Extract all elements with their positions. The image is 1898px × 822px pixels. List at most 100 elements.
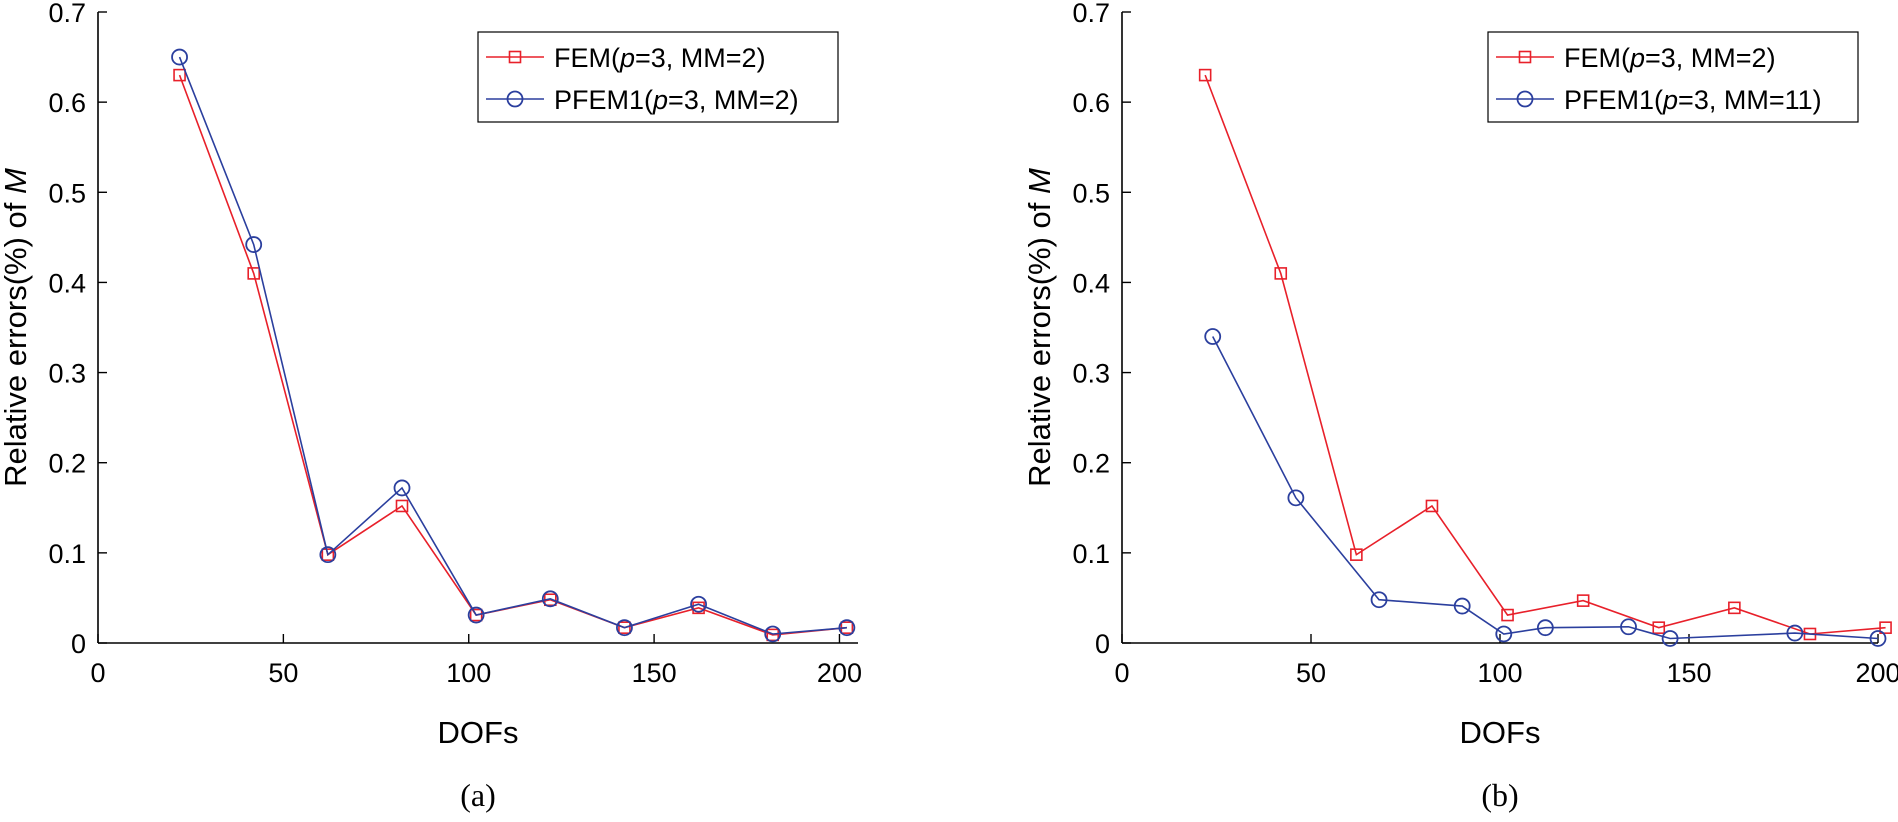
data-point-pfem1 <box>1536 619 1554 637</box>
y-tick-label: 0 <box>1095 629 1110 659</box>
x-axis-label: DOFs <box>438 715 519 750</box>
data-point-pfem1 <box>1495 625 1513 643</box>
y-tick-label: 0.3 <box>1072 359 1110 389</box>
y-tick-label: 0.1 <box>48 539 86 569</box>
chart-panel-a: 0 50 100 150 200 0 0.1 0.2 0.3 0.4 0.5 0.6 0.7 DOFs Re… <box>0 0 862 813</box>
data-point-pfem1 <box>393 479 411 497</box>
x-tick-label: 50 <box>1296 658 1326 688</box>
y-axis-label: Relative errors(%) of M <box>1022 168 1057 487</box>
legend-marker-pfem1 <box>506 90 524 108</box>
series-line-pfem1 <box>178 56 847 635</box>
data-point-fem <box>692 601 705 615</box>
y-axis-label-variable: M <box>1022 168 1057 194</box>
y-axis-label-text: Relative errors(%) of <box>0 194 33 487</box>
data-point-pfem1 <box>764 625 782 643</box>
x-tick-label: 200 <box>817 658 862 688</box>
y-tick-label: 0.7 <box>48 0 86 28</box>
x-tick-label: 150 <box>1666 658 1711 688</box>
legend-box <box>477 31 839 123</box>
legend: FEM(p=3, MM=2)PFEM1(p=3, MM=2) <box>477 31 839 123</box>
figure-caption: (b) <box>1481 777 1518 813</box>
legend-box <box>1487 31 1859 123</box>
y-tick-label: 0.6 <box>48 88 86 118</box>
legend-label-suffix: =3, MM=2) <box>668 85 799 115</box>
legend-label-variable: p <box>1662 85 1678 115</box>
data-point-pfem1 <box>838 619 856 637</box>
series-fem <box>1198 68 1892 641</box>
legend-label-fem: FEM(p=3, MM=2) <box>1564 43 1776 73</box>
legend-marker-fem <box>508 50 522 64</box>
legend-label-suffix: =3, MM=2) <box>1645 43 1776 73</box>
data-point-pfem1 <box>1204 328 1222 345</box>
data-point-fem <box>1728 601 1741 615</box>
legend-label-prefix: PFEM1( <box>554 85 653 115</box>
legend: FEM(p=3, MM=2)PFEM1(p=3, MM=11) <box>1487 31 1859 123</box>
series-line-pfem1 <box>1212 336 1879 640</box>
legend-label-fem: FEM(p=3, MM=2) <box>554 43 766 73</box>
y-tick-label: 0.1 <box>1072 539 1110 569</box>
data-point-pfem1 <box>1453 597 1471 615</box>
data-point-fem <box>1576 594 1590 607</box>
data-point-fem <box>321 548 335 561</box>
data-point-pfem1 <box>319 546 337 564</box>
y-tick-label: 0.4 <box>1072 268 1110 298</box>
x-tick-label: 100 <box>446 658 491 688</box>
x-axis-label: DOFs <box>1460 715 1541 750</box>
legend-label-prefix: PFEM1( <box>1564 85 1663 115</box>
series-line-fem <box>1204 74 1886 635</box>
legend-label-prefix: FEM( <box>554 43 620 73</box>
data-point-pfem1 <box>1370 591 1388 609</box>
figure-caption: (a) <box>460 777 496 813</box>
legend-label-suffix: =3, MM=11) <box>1678 85 1822 115</box>
legend-label-variable: p <box>619 43 635 73</box>
data-point-pfem1 <box>467 606 485 624</box>
y-tick-label: 0.4 <box>48 268 86 298</box>
x-tick-label: 100 <box>1477 658 1522 688</box>
data-point-fem <box>618 621 631 634</box>
y-tick-label: 0.6 <box>1072 88 1110 118</box>
data-point-fem <box>1198 68 1212 82</box>
legend-marker-pfem1 <box>1516 90 1534 108</box>
legend-marker-fem <box>1518 50 1532 64</box>
x-tick-label: 0 <box>1114 658 1129 688</box>
data-point-pfem1 <box>616 619 633 637</box>
data-point-fem <box>1879 621 1892 634</box>
legend-label-pfem1: PFEM1(p=3, MM=2) <box>554 85 799 115</box>
legend-label-variable: p <box>1629 43 1645 73</box>
data-point-fem <box>1274 267 1288 280</box>
data-point-fem <box>1350 548 1363 561</box>
y-tick-label: 0 <box>71 629 86 659</box>
data-point-fem <box>469 608 483 622</box>
series-pfem1 <box>171 48 856 643</box>
data-point-pfem1 <box>245 236 263 253</box>
data-point-fem <box>395 499 409 513</box>
data-point-pfem1 <box>541 590 559 608</box>
y-tick-label: 0.2 <box>48 449 86 479</box>
y-tick-label: 0.2 <box>1072 449 1110 479</box>
data-point-fem <box>1425 499 1439 513</box>
x-tick-label: 200 <box>1855 658 1898 688</box>
chart-panel-b: 0 50 100 150 200 0 0.1 0.2 0.3 0.4 0.5 0.6 0.7 DOFs Re… <box>1022 0 1898 813</box>
y-tick-label: 0.7 <box>1072 0 1110 28</box>
x-tick-label: 150 <box>632 658 677 688</box>
y-tick-label: 0.3 <box>48 359 86 389</box>
data-point-fem <box>1501 608 1514 622</box>
data-point-pfem1 <box>690 595 707 613</box>
data-point-fem <box>1652 621 1666 634</box>
series-fem <box>173 68 854 642</box>
y-tick-label: 0.5 <box>48 178 86 208</box>
data-point-pfem1 <box>1661 630 1679 647</box>
data-point-fem <box>766 628 780 642</box>
legend-label-prefix: FEM( <box>1564 43 1630 73</box>
series-pfem1 <box>1204 328 1887 647</box>
y-tick-label: 0.5 <box>1072 178 1110 208</box>
x-tick-label: 0 <box>90 658 105 688</box>
legend-label-variable: p <box>652 85 668 115</box>
data-point-pfem1 <box>1786 624 1804 642</box>
data-point-pfem1 <box>171 48 188 66</box>
legend-label-suffix: =3, MM=2) <box>635 43 766 73</box>
y-axis-label: Relative errors(%) of M <box>0 168 33 487</box>
x-tick-label: 50 <box>268 658 298 688</box>
data-point-fem <box>247 267 261 280</box>
